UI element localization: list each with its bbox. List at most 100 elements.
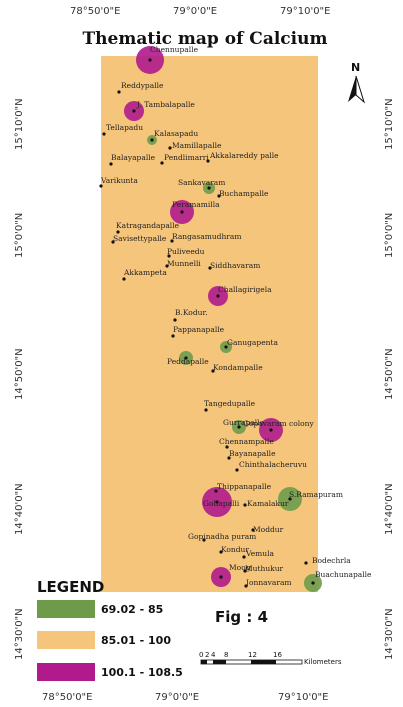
place-label: Thippanapalle <box>217 482 272 491</box>
place-label: Puliveedu <box>167 247 205 256</box>
scale-tick: 8 <box>224 651 228 659</box>
scale-tick: 0 <box>199 651 203 659</box>
place-label: Peddapalle <box>167 357 209 366</box>
sample-point <box>217 194 221 198</box>
sample-point <box>170 239 174 243</box>
sample-point <box>242 555 246 559</box>
place-label: Pendlimarri <box>164 153 209 162</box>
place-label: Kondampalle <box>213 363 263 372</box>
scale-tick: 4 <box>211 651 216 659</box>
place-label: Muthukur <box>245 564 284 573</box>
place-labels: Chennupalle Reddypalle J. Tambalapalle Tell… <box>100 45 372 587</box>
place-label: Munnelli <box>167 259 201 268</box>
place-label: Kondur <box>221 545 249 554</box>
sample-point <box>206 159 210 163</box>
sample-point <box>225 445 229 449</box>
place-label: Akkalareddy palle <box>209 151 279 160</box>
sample-point <box>243 569 247 573</box>
sample-point <box>244 584 248 588</box>
sample-point <box>122 277 126 281</box>
sample-point <box>216 294 220 298</box>
legend-swatch-mid <box>37 631 95 649</box>
right-latitude-label: 14°50'0"N <box>384 348 395 400</box>
sample-point <box>251 528 255 532</box>
sample-point <box>117 90 121 94</box>
sample-point <box>215 500 219 504</box>
place-label: Jonnavaram <box>245 578 292 587</box>
sample-points <box>99 58 315 588</box>
place-label: Bayanapalle <box>229 449 276 458</box>
left-latitude-label: 15°0'0"N <box>14 213 25 258</box>
left-latitude-label: 14°30'0"N <box>14 608 25 660</box>
place-label: Chinthalacheruvu <box>239 460 307 469</box>
place-label: Chennupalle <box>150 45 199 54</box>
concentration-zones <box>124 46 322 592</box>
place-label: Pappanapalle <box>173 325 225 334</box>
right-latitude-label: 15°10'0"N <box>384 98 395 150</box>
place-label: Gurrapalle <box>223 418 265 427</box>
legend-swatch-low <box>37 600 95 618</box>
figure-label: Fig : 4 <box>215 608 268 626</box>
place-label: Peramamilla <box>172 200 220 209</box>
right-latitude-label: 14°30'0"N <box>384 608 395 660</box>
sample-point <box>171 334 175 338</box>
sample-point <box>116 230 120 234</box>
bottom-longitude-label: 78°50'0"E <box>42 692 92 703</box>
sample-point <box>168 146 172 150</box>
right-latitude-label: 15°0'0"N <box>384 213 395 258</box>
sample-point <box>227 456 231 460</box>
sample-point <box>243 503 247 507</box>
place-label: Gopavaram colony <box>243 419 315 428</box>
place-label: Varikunta <box>100 176 138 185</box>
sample-point <box>237 425 241 429</box>
place-label: Buachunapalle <box>315 570 372 579</box>
legend-title: LEGEND <box>37 578 104 596</box>
place-label: Ganugapenta <box>227 338 278 347</box>
legend-label-high: 100.1 - 108.5 <box>101 666 183 679</box>
north-label: N <box>351 61 360 74</box>
place-label: Kalasapadu <box>154 129 198 138</box>
north-arrow-icon <box>348 75 365 104</box>
left-latitude-label: 14°40'0"N <box>14 483 25 535</box>
place-label: Savisettypalle <box>113 234 167 243</box>
legend-label-low: 69.02 - 85 <box>101 603 163 616</box>
scale-bar <box>200 659 303 665</box>
sample-point <box>160 161 164 165</box>
sample-point <box>148 58 152 62</box>
place-label: Rangasamudhram <box>172 232 241 241</box>
place-label: Kamalakur <box>247 499 289 508</box>
sample-point <box>224 345 228 349</box>
scale-tick: 12 <box>248 651 257 659</box>
place-label: S.Ramapuram <box>289 490 343 499</box>
top-longitude-label: 79°10'0"E <box>280 6 330 17</box>
sample-point <box>204 408 208 412</box>
sample-point <box>214 489 218 493</box>
sample-point <box>219 575 223 579</box>
legend-swatch-high <box>37 663 95 681</box>
place-label: Balayapalle <box>111 153 156 162</box>
sample-point <box>269 428 273 432</box>
place-label: Moddur <box>253 525 284 534</box>
place-label: Katragandapalle <box>116 221 180 230</box>
map-title: Thematic map of Calcium <box>83 29 328 49</box>
left-latitude-label: 15°10'0"N <box>14 98 25 150</box>
sample-point <box>99 184 103 188</box>
scale-tick: 16 <box>273 651 282 659</box>
top-longitude-label: 78°50'0"E <box>70 6 120 17</box>
sample-point <box>304 561 308 565</box>
sample-point <box>207 186 211 190</box>
sample-point <box>288 497 292 501</box>
sample-point <box>132 109 136 113</box>
left-latitude-label: 14°50'0"N <box>14 348 25 400</box>
place-label: Akkampeta <box>123 268 167 277</box>
place-label: B.Kodur. <box>175 308 208 317</box>
sample-point <box>165 264 169 268</box>
sample-point <box>150 138 154 142</box>
sample-point <box>208 266 212 270</box>
top-longitude-label: 79°0'0"E <box>173 6 217 17</box>
sample-point <box>184 356 188 360</box>
sample-point <box>180 210 184 214</box>
sample-point <box>109 162 113 166</box>
place-label: Bodechrla <box>312 556 351 565</box>
